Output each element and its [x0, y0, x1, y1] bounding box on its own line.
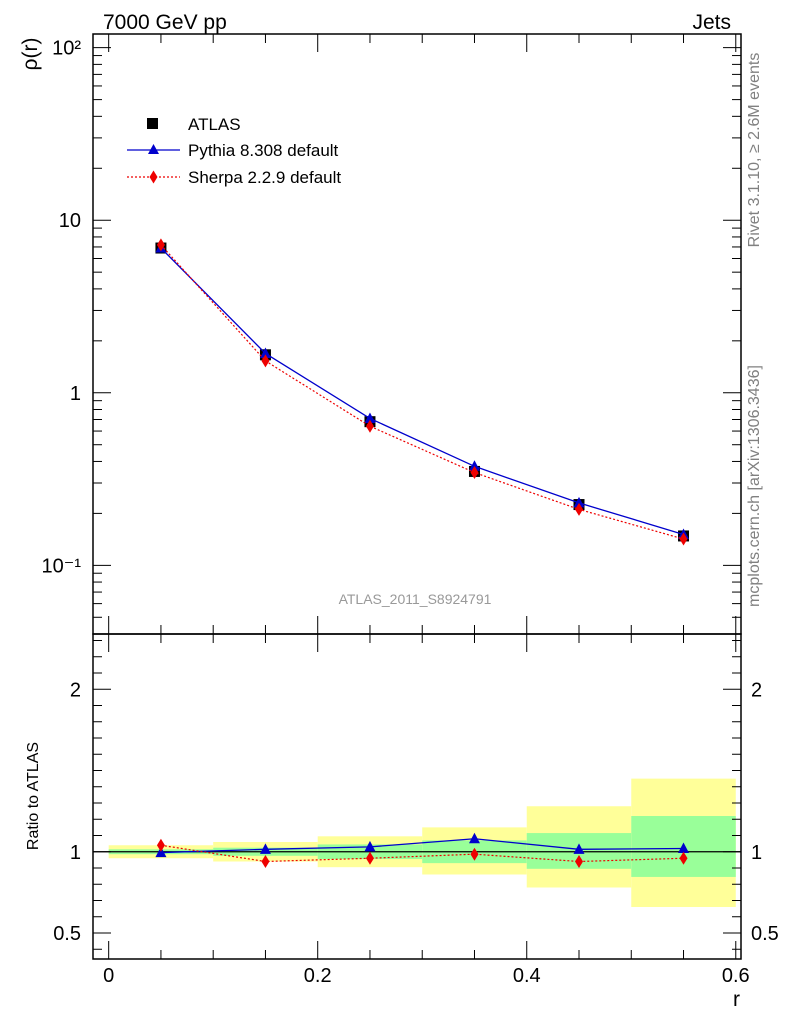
legend-sherpa-label: Sherpa 2.2.9 default — [188, 168, 341, 187]
ratio-point-sherpa — [679, 851, 688, 865]
ratio-point-pythia — [468, 832, 480, 844]
main-point-sherpa — [156, 238, 165, 252]
main-point-pythia — [573, 496, 585, 508]
main-point-sherpa — [261, 354, 270, 368]
x-axis-label: r — [733, 988, 740, 1011]
x-tick-label: 0.4 — [513, 965, 541, 987]
y-tick-label-main: 10² — [52, 38, 81, 60]
legend-pythia-label: Pythia 8.308 default — [188, 141, 339, 160]
x-tick-label: 0 — [103, 965, 114, 987]
ratio-line-pythia — [160, 838, 684, 854]
legend: ATLAS Pythia 8.308 default Sherpa 2.2.9 … — [127, 115, 341, 187]
y-tick-label-ratio-right: 2 — [751, 679, 762, 701]
x-tick-label: 0.6 — [722, 965, 750, 987]
main-line-pythia — [160, 247, 684, 536]
y-tick-label-ratio-right: 1 — [751, 842, 762, 864]
y-tick-label-ratio-right: 0.5 — [751, 923, 779, 945]
main-point-pythia — [364, 412, 376, 423]
y-tick-label-main: 10 — [59, 210, 81, 232]
header-right: Jets — [692, 11, 731, 34]
ratio-point-sherpa — [470, 847, 479, 861]
legend-pythia-marker — [148, 144, 159, 154]
main-point-pythia — [468, 460, 480, 471]
ratio-point-sherpa — [575, 855, 583, 868]
ratio-line-sherpa — [160, 844, 684, 863]
main-point-pythia — [259, 347, 271, 358]
ratio-point-pythia — [259, 843, 271, 854]
side-label-top: Rivet 3.1.10, ≥ 2.6M events — [746, 53, 763, 248]
ratio-point-pythia — [573, 843, 585, 854]
ratio-panel-frame — [92, 633, 742, 960]
main-y-axis-label: ρ(r) — [19, 38, 42, 71]
y-tick-label-main: 1 — [70, 383, 81, 405]
main-point-sherpa — [575, 502, 583, 516]
analysis-watermark: ATLAS_2011_S8924791 — [339, 591, 492, 607]
ratio-point-sherpa — [365, 851, 374, 865]
legend-atlas-label: ATLAS — [188, 115, 241, 134]
main-series — [155, 238, 690, 546]
ratio-point-sherpa — [261, 855, 270, 868]
ratio-series — [155, 832, 690, 868]
ratio-point-pythia — [678, 842, 690, 853]
ratio-y-axis-label: Ratio to ATLAS — [25, 742, 42, 850]
x-tick-label: 0.2 — [304, 965, 332, 987]
y-tick-label-ratio-left: 1 — [70, 842, 81, 864]
axis-ticks: 0 0.2 0.4 0.6 10⁻¹ 1 10 10² 0.5 0.5 1 1 2 2 — [42, 34, 779, 987]
main-line-sherpa — [160, 244, 684, 540]
legend-atlas-marker — [147, 118, 158, 129]
y-tick-label-ratio-left: 0.5 — [53, 923, 81, 945]
header-left: 7000 GeV pp — [103, 11, 227, 34]
main-point-sherpa — [679, 532, 688, 546]
legend-sherpa-marker — [149, 170, 158, 184]
y-tick-label-ratio-left: 2 — [70, 679, 81, 701]
main-point-sherpa — [470, 466, 479, 480]
main-point-sherpa — [365, 419, 374, 433]
side-label-bottom: mcplots.cern.ch [arXiv:1306.3436] — [746, 365, 763, 607]
y-tick-label-main: 10⁻¹ — [42, 555, 82, 577]
ratio-point-pythia — [155, 846, 167, 858]
ratio-point-pythia — [364, 840, 376, 852]
ratio-point-sherpa — [156, 838, 165, 852]
